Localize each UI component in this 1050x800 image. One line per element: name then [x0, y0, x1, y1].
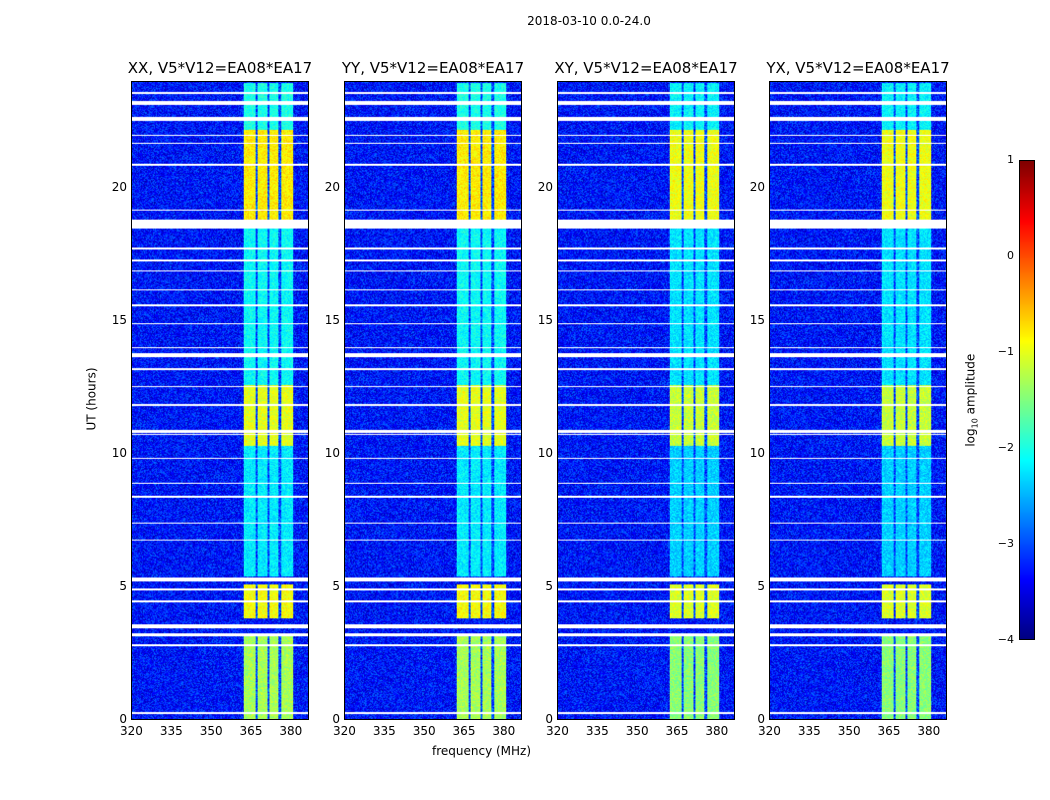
x-tick-label: 320 [333, 724, 356, 738]
x-tick-label: 320 [758, 724, 781, 738]
panel-title: YY, V5*V12=EA08*EA17 [341, 59, 525, 77]
y-tick-label: 10 [749, 445, 765, 460]
colorbar-tick-label: −2 [997, 441, 1014, 454]
waterfall-panel-3 [769, 81, 947, 720]
x-tick-label: 350 [625, 724, 649, 738]
colorbar-label-sub: 10 [970, 418, 980, 429]
x-tick-label: 320 [546, 724, 569, 738]
y-tick-label: 15 [111, 312, 127, 327]
y-tick-label: 5 [757, 578, 765, 593]
colorbar-tick-label: 1 [1007, 153, 1014, 166]
x-tick-label: 380 [279, 724, 303, 738]
panel-title: XY, V5*V12=EA08*EA17 [554, 59, 738, 77]
waterfall-panel-2 [557, 81, 735, 720]
y-tick-label: 5 [119, 578, 127, 593]
colorbar-label-log: log [963, 428, 978, 447]
x-tick-label: 365 [239, 724, 263, 738]
x-tick-label: 335 [159, 724, 183, 738]
colorbar-label: log10 amplitude [963, 354, 979, 447]
colorbar-label-rest: amplitude [963, 353, 978, 419]
figure-title: 2018-03-10 0.0-24.0 [527, 14, 651, 28]
y-tick-label: 0 [757, 712, 765, 726]
y-tick-label: 10 [324, 445, 340, 460]
x-tick-label: 320 [120, 724, 143, 738]
x-tick-label: 335 [585, 724, 609, 738]
y-tick-label: 0 [332, 712, 340, 726]
y-tick-label: 0 [545, 712, 553, 726]
colorbar-tick-label: −1 [997, 345, 1014, 358]
x-tick-label: 380 [917, 724, 941, 738]
y-tick-label: 15 [537, 312, 553, 327]
x-tick-label: 365 [877, 724, 901, 738]
y-tick-label: 20 [537, 179, 553, 194]
x-tick-label: 350 [199, 724, 223, 738]
y-tick-label: 20 [749, 179, 765, 194]
colorbar-tick-label: 0 [1007, 249, 1014, 262]
x-tick-label: 335 [372, 724, 396, 738]
y-axis-label: UT (hours) [84, 367, 99, 431]
waterfall-panel-1 [344, 81, 522, 720]
x-tick-label: 335 [797, 724, 821, 738]
panel-title: XX, V5*V12=EA08*EA17 [127, 59, 313, 77]
y-tick-label: 10 [537, 445, 553, 460]
x-tick-label: 365 [452, 724, 476, 738]
y-tick-label: 15 [749, 312, 765, 327]
colorbar-tick-label: −3 [997, 537, 1014, 550]
y-tick-label: 15 [324, 312, 340, 327]
waterfall-panel-0 [131, 81, 309, 720]
panel-title: YX, V5*V12=EA08*EA17 [766, 59, 950, 77]
x-tick-label: 380 [705, 724, 729, 738]
y-tick-label: 0 [119, 712, 127, 726]
y-tick-label: 5 [332, 578, 340, 593]
colorbar [1019, 160, 1035, 640]
x-tick-label: 365 [665, 724, 689, 738]
colorbar-tick-label: −4 [997, 633, 1014, 646]
x-axis-label: frequency (MHz) [432, 744, 532, 758]
x-tick-label: 350 [837, 724, 861, 738]
y-tick-label: 20 [324, 179, 340, 194]
y-tick-label: 10 [111, 445, 127, 460]
y-tick-label: 20 [111, 179, 127, 194]
y-tick-label: 5 [545, 578, 553, 593]
x-tick-label: 350 [412, 724, 436, 738]
x-tick-label: 380 [492, 724, 516, 738]
